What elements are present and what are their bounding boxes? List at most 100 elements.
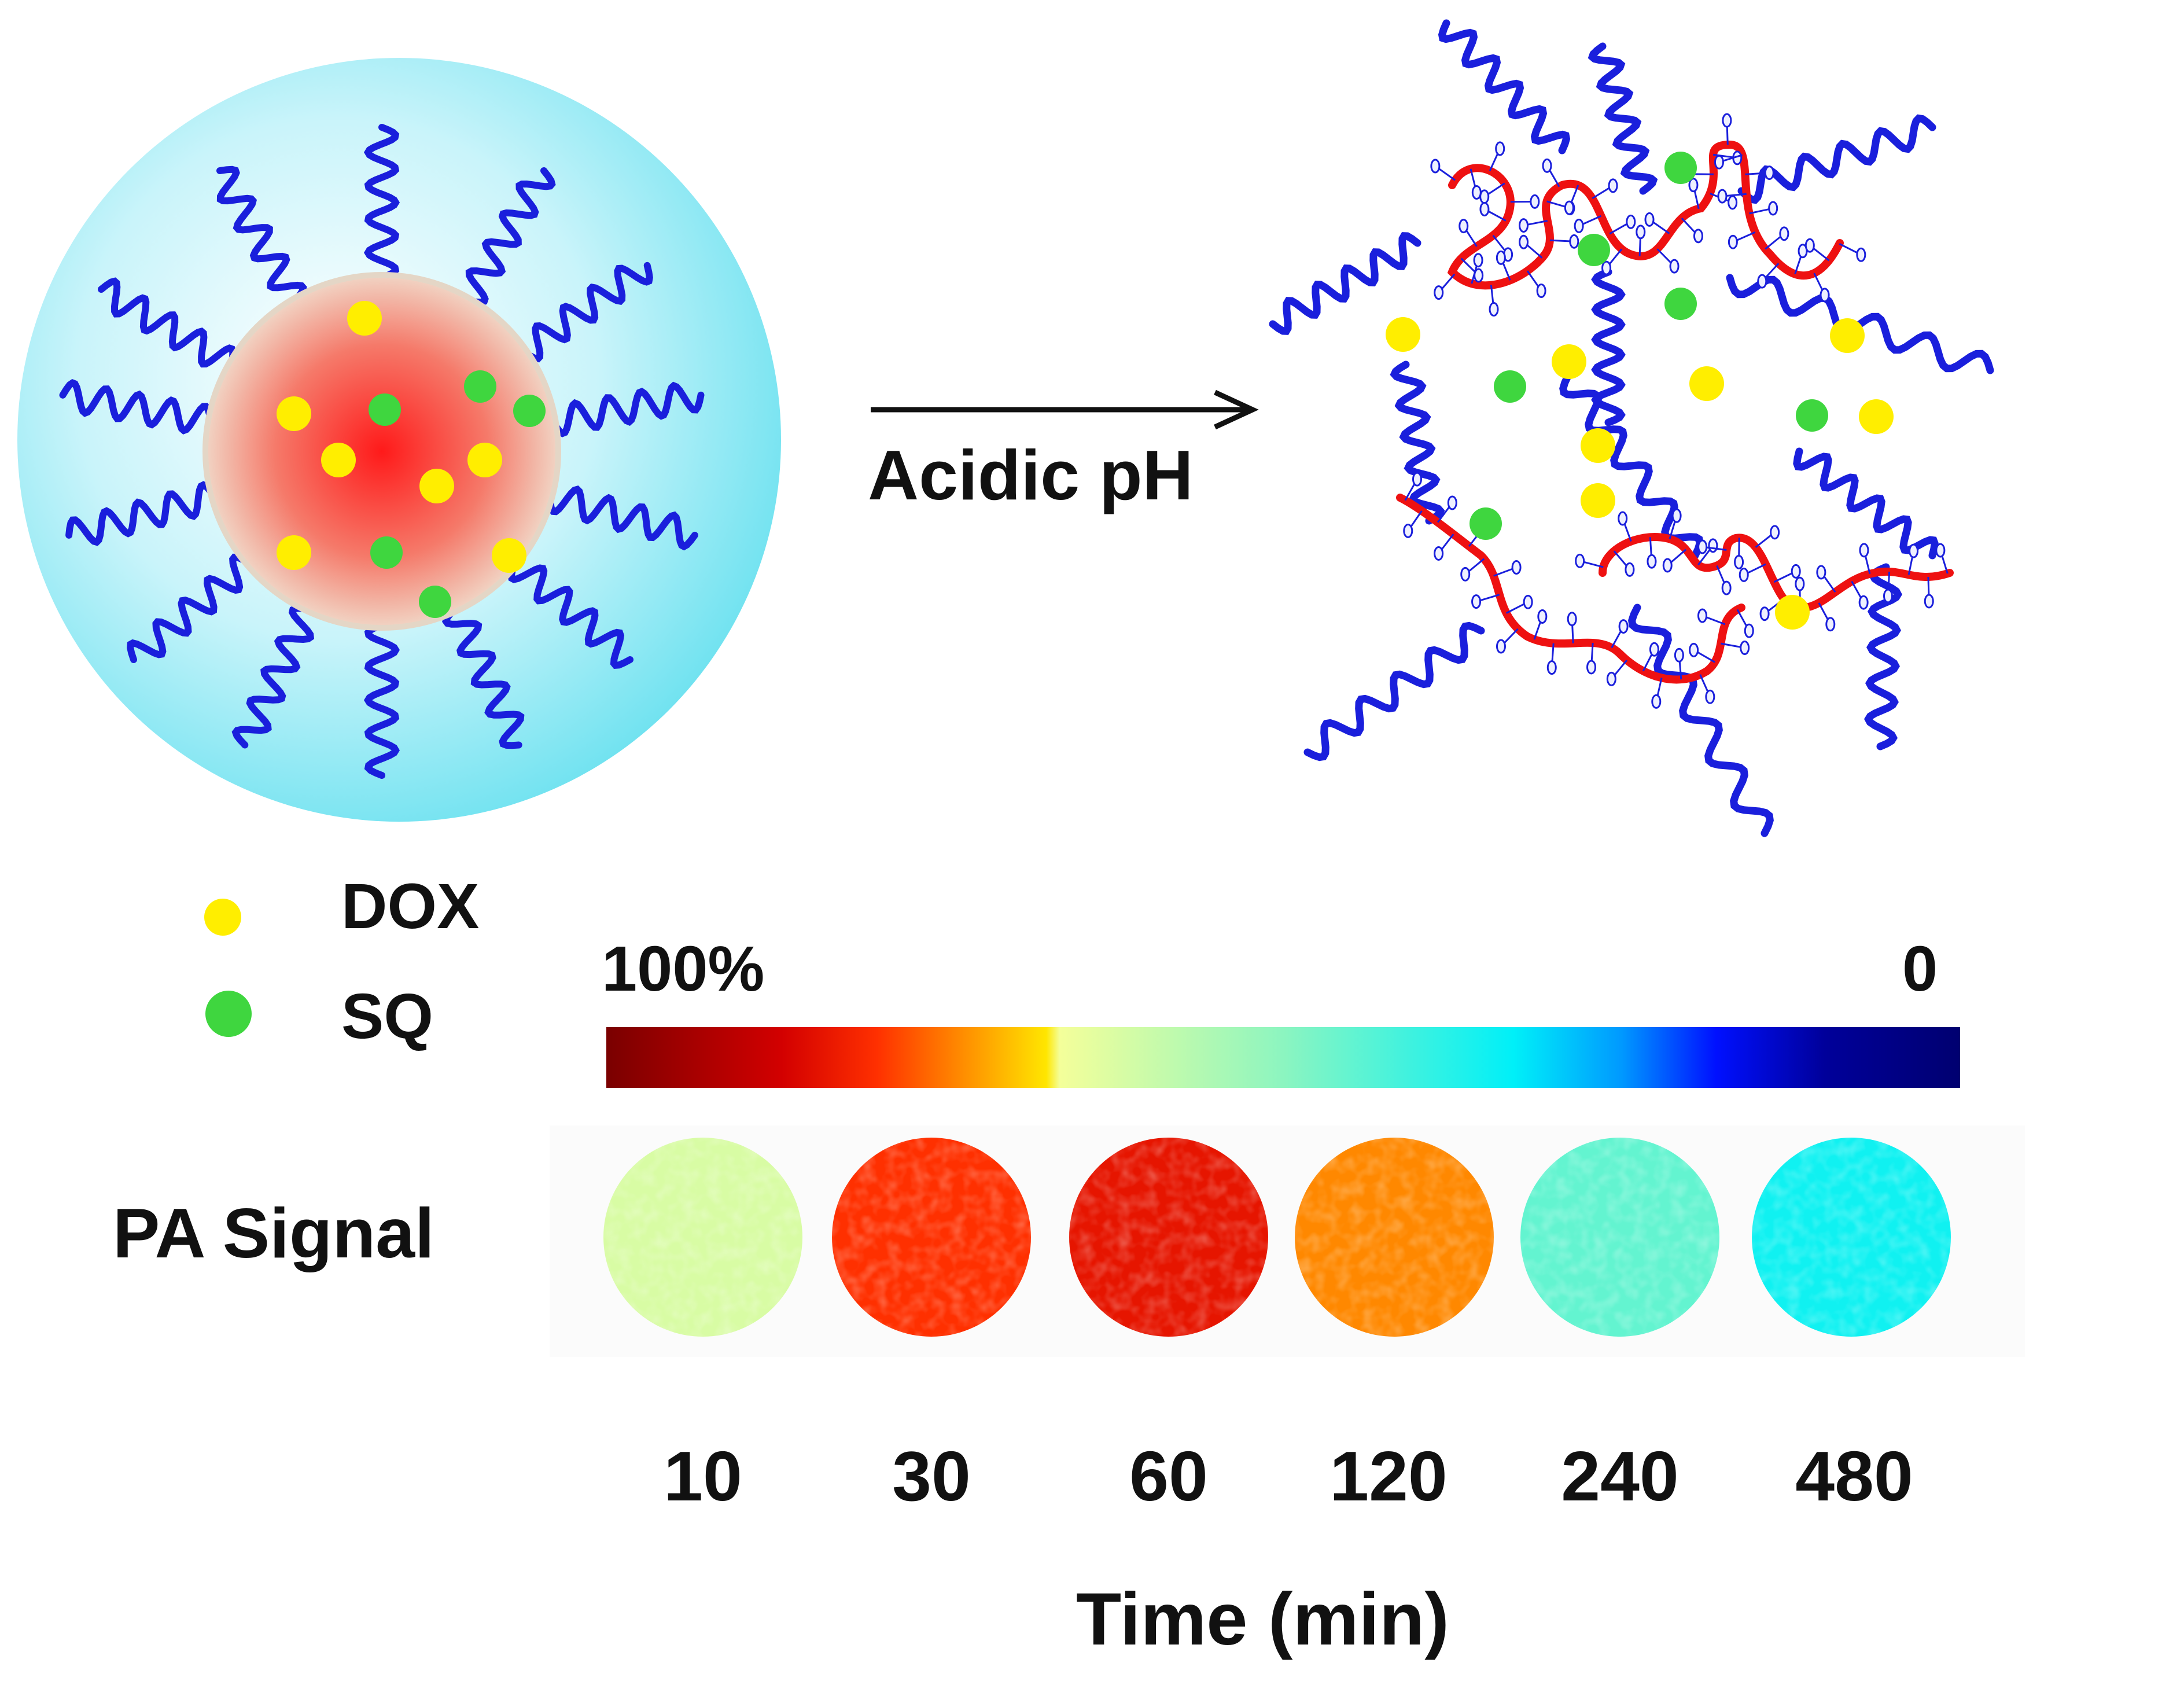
side-group-stem: [1721, 642, 1741, 648]
side-group-stem: [1404, 483, 1416, 501]
side-group-head: [1768, 201, 1778, 216]
side-group-head: [1537, 609, 1548, 624]
side-group-stem: [1706, 616, 1726, 626]
side-group-stem: [1533, 620, 1542, 640]
side-group-stem: [1493, 568, 1513, 577]
sq-dot: [464, 370, 496, 403]
side-group-head: [1651, 694, 1662, 709]
released-dox-dot: [1775, 595, 1810, 630]
released-dox-dot: [1830, 318, 1865, 353]
time-tick-label: 10: [664, 1437, 742, 1515]
side-group-stem: [1693, 189, 1700, 209]
side-group-stem: [1773, 572, 1792, 583]
reaction-arrow: [871, 389, 1259, 430]
side-group-stem: [1697, 652, 1715, 663]
side-group-stem: [1438, 168, 1456, 181]
micelle-peg-chains: [59, 124, 705, 779]
time-tick-label: 240: [1561, 1437, 1679, 1515]
colorbar-max-label: 100%: [602, 933, 765, 1005]
side-group-stem: [1652, 221, 1670, 234]
peg-chain: [507, 559, 634, 669]
side-group-head: [1674, 648, 1684, 663]
side-group-stem: [1526, 244, 1543, 259]
side-group-stem: [1927, 576, 1930, 597]
side-group-head: [1722, 113, 1732, 128]
side-group-stem: [1736, 609, 1748, 627]
side-group-head: [1740, 641, 1750, 656]
side-group-stem: [1745, 172, 1765, 175]
side-group-stem: [1583, 561, 1604, 568]
side-group-stem: [1546, 200, 1566, 208]
side-group-stem: [1699, 674, 1709, 693]
side-group-head: [1644, 212, 1655, 227]
micelle-core: [202, 272, 561, 631]
side-group-stem: [1642, 653, 1653, 672]
pa-disc-texture: [1752, 1138, 1951, 1337]
side-group-head: [1764, 165, 1774, 181]
polymer-backbone: [1396, 494, 1745, 684]
pa-signal-disc: [1295, 1138, 1494, 1337]
side-group-head: [1479, 201, 1490, 216]
side-group-stem: [1460, 257, 1476, 273]
side-group-head: [1618, 511, 1628, 526]
sq-legend-dot: [205, 991, 252, 1037]
released-sq-dot: [1578, 234, 1610, 266]
side-group-head: [1669, 259, 1680, 274]
side-group-head: [1697, 608, 1708, 623]
side-group-head: [1530, 194, 1540, 209]
released-sq-dot: [1494, 370, 1526, 403]
side-group-head: [1795, 576, 1805, 591]
micelle-drug-dots: [277, 301, 546, 618]
sq-dot: [419, 586, 451, 618]
released-sq-dot: [1469, 507, 1502, 540]
free-peg-chain: [1269, 232, 1421, 335]
pa-disc-texture: [1295, 1138, 1494, 1337]
side-group-stem: [1681, 218, 1696, 234]
side-group-stem: [1608, 248, 1623, 265]
side-group-head: [1734, 554, 1744, 569]
side-group-stem: [1492, 234, 1506, 252]
side-group-stem: [1864, 554, 1871, 575]
side-group-head: [1567, 612, 1577, 627]
side-group-stem: [1437, 506, 1450, 523]
peg-chain: [465, 167, 556, 306]
side-group-stem: [1549, 239, 1570, 242]
pa-signal-disc: [1069, 1138, 1268, 1337]
side-group-head: [1489, 302, 1499, 317]
side-group-head: [1536, 284, 1546, 299]
side-group-head: [1883, 588, 1893, 604]
time-axis-label: Time (min): [1076, 1578, 1449, 1661]
side-group-stem: [1656, 678, 1663, 697]
side-group-stem: [1707, 546, 1727, 551]
side-group-stem: [1528, 220, 1548, 226]
side-group-head: [1412, 472, 1422, 487]
side-group-head: [1608, 178, 1618, 193]
side-group-head: [1647, 554, 1657, 569]
side-group-stem: [1678, 660, 1682, 680]
side-group-head: [1662, 558, 1673, 573]
side-group-head: [1717, 189, 1728, 204]
side-group-head: [1606, 671, 1616, 686]
pa-signal-row-label: PA Signal: [113, 1194, 434, 1272]
side-group-stem: [1726, 193, 1747, 197]
free-peg-chain: [1559, 372, 1704, 560]
side-group-head: [1708, 538, 1718, 553]
side-group-stem: [1611, 630, 1622, 649]
side-group-head: [1649, 642, 1659, 657]
side-group-stem: [1614, 659, 1628, 676]
side-group-head: [1542, 158, 1552, 173]
released-dox-dot: [1386, 317, 1420, 352]
side-group-stem: [1765, 236, 1781, 250]
side-group-head: [1564, 200, 1574, 215]
side-group-head: [1714, 154, 1724, 170]
side-group-stem: [1609, 223, 1627, 235]
side-group-head: [1460, 566, 1471, 582]
colorbar-min-label: 0: [1902, 933, 1938, 1005]
pa-disc-texture: [603, 1138, 802, 1337]
disassembled-micelle: [1269, 19, 1994, 837]
pa-disc-texture: [1520, 1138, 1719, 1337]
side-group-head: [1705, 689, 1715, 704]
peg-chain: [127, 553, 253, 663]
free-peg-chain: [1390, 360, 1445, 525]
time-tick-label: 480: [1795, 1437, 1913, 1515]
